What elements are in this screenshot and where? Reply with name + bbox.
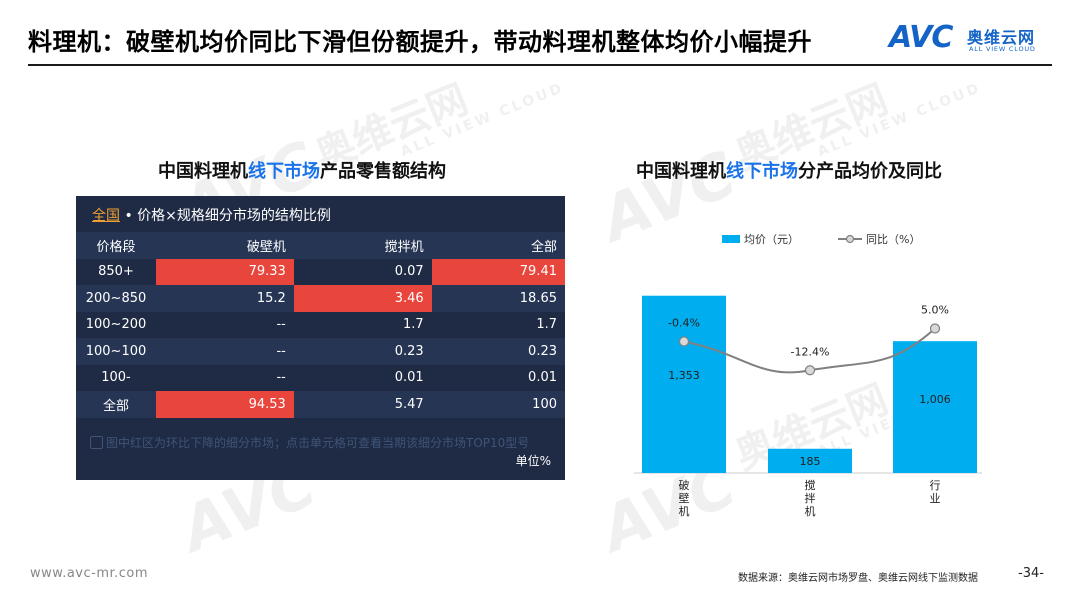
table-cell[interactable]: 0.23 bbox=[431, 338, 565, 365]
bar bbox=[768, 448, 852, 473]
yoy-point bbox=[804, 365, 816, 376]
watermark-subtext: ALL VIEW CLOUD bbox=[398, 79, 567, 161]
table-row: 全部 94.53 5.47 100 bbox=[76, 391, 565, 418]
table-section-title-highlight: 线下市场 bbox=[248, 161, 320, 182]
x-tick-label: 行 bbox=[930, 479, 941, 492]
x-tick-label: 业 bbox=[930, 492, 941, 505]
table-section-title: 中国料理机线下市场产品零售额结构 bbox=[158, 157, 446, 183]
table-cell[interactable]: 0.07 bbox=[293, 258, 432, 285]
brand-logo-mark: AVC bbox=[889, 20, 953, 55]
table-cell[interactable]: 5.47 bbox=[293, 391, 432, 418]
chart-section-title-highlight: 线下市场 bbox=[726, 161, 798, 182]
table-row: 100~100 -- 0.23 0.23 bbox=[76, 338, 565, 365]
table-cell[interactable]: 18.65 bbox=[431, 285, 565, 312]
table-cell[interactable]: 0.23 bbox=[293, 338, 432, 365]
yoy-point bbox=[929, 323, 941, 334]
legend-swatch-avg-price bbox=[722, 235, 740, 243]
legend-label-yoy: 同比（%） bbox=[866, 233, 920, 246]
brand-logo-tagline: ALL VIEW CLOUD bbox=[969, 45, 1036, 53]
yoy-value-label: 5.0% bbox=[921, 304, 949, 317]
table-row: 200~850 15.2 3.46 18.65 bbox=[76, 285, 565, 312]
bar-value-label: 185 bbox=[800, 455, 821, 468]
structure-table-card: 全国 • 价格×规格细分市场的结构比例 价格段 破壁机 搅拌机 全部 850+ … bbox=[76, 196, 565, 480]
bar bbox=[893, 341, 977, 473]
yoy-value-label: -0.4% bbox=[668, 316, 700, 329]
chart-section-title: 中国料理机线下市场分产品均价及同比 bbox=[636, 157, 942, 183]
table-card-header: 全国 • 价格×规格细分市场的结构比例 bbox=[76, 196, 565, 232]
table-cell[interactable]: 94.53 bbox=[156, 391, 294, 418]
yoy-point bbox=[678, 336, 690, 347]
x-tick-label: 机 bbox=[805, 504, 816, 518]
page-number: -34- bbox=[1018, 566, 1044, 581]
legend-marker-yoy bbox=[845, 234, 855, 244]
watermark-subtext: ALL VIEW CLOUD bbox=[815, 79, 984, 161]
bar-value-label: 1,353 bbox=[668, 369, 700, 382]
table-cell[interactable]: 79.41 bbox=[431, 258, 565, 285]
table-cell[interactable]: 0.01 bbox=[293, 364, 432, 391]
table-cell[interactable]: 0.01 bbox=[431, 364, 565, 391]
table-cell[interactable]: 100 bbox=[431, 391, 565, 418]
bar bbox=[642, 295, 726, 473]
x-tick-label: 壁 bbox=[679, 491, 690, 505]
table-cell[interactable]: 15.2 bbox=[156, 285, 294, 312]
note-icon bbox=[90, 436, 103, 449]
footer-url: www.avc-mr.com bbox=[30, 566, 149, 581]
table-section-title-suffix: 产品零售额结构 bbox=[320, 161, 446, 182]
table-cell[interactable]: 1.7 bbox=[293, 311, 432, 338]
chart-section-title-prefix: 中国料理机 bbox=[636, 161, 726, 182]
table-cell[interactable]: 1.7 bbox=[431, 311, 565, 338]
bar-value-label: 1,006 bbox=[919, 393, 951, 406]
table-cell[interactable]: 3.46 bbox=[293, 285, 432, 312]
table-cell-price-band: 200~850 bbox=[76, 285, 156, 312]
table-cell[interactable]: -- bbox=[156, 311, 294, 338]
table-note-text: 图中红区为环比下降的细分市场；点击单元格可查看当期该细分市场TOP10型号 bbox=[106, 436, 530, 450]
table-cell-price-band: 全部 bbox=[76, 391, 156, 418]
table-row: 100~200 -- 1.7 1.7 bbox=[76, 311, 565, 338]
table-cell[interactable]: -- bbox=[156, 338, 294, 365]
table-cell[interactable]: 79.33 bbox=[156, 258, 294, 285]
table-row: 850+ 79.33 0.07 79.41 bbox=[76, 258, 565, 285]
x-tick-label: 机 bbox=[679, 504, 690, 518]
table-row: 100- -- 0.01 0.01 bbox=[76, 364, 565, 391]
x-tick-label: 拌 bbox=[805, 491, 816, 505]
table-card-header-text: • 价格×规格细分市场的结构比例 bbox=[120, 208, 331, 224]
avg-price-chart: 均价（元） 同比（%）1,3531851,006破壁机搅拌机行业-0.4%-12.… bbox=[634, 233, 982, 518]
column-header-blender: 破壁机 bbox=[156, 232, 294, 259]
legend-label-avg-price: 均价（元） bbox=[744, 233, 799, 246]
table-header-row: 价格段 破壁机 搅拌机 全部 bbox=[76, 232, 565, 259]
brand-logo: AVC 奥维云网 ALL VIEW CLOUD bbox=[889, 20, 1059, 60]
table-unit-label: 单位% bbox=[515, 454, 551, 468]
title-divider bbox=[28, 64, 1052, 66]
chart-section-title-suffix: 分产品均价及同比 bbox=[798, 161, 942, 182]
table-cell-price-band: 100- bbox=[76, 364, 156, 391]
table-cell-price-band: 100~100 bbox=[76, 338, 156, 365]
column-header-total: 全部 bbox=[431, 232, 565, 259]
data-source-note: 数据来源：奥维云网市场罗盘、奥维云网线下监测数据 bbox=[738, 573, 978, 584]
page-title: 料理机：破壁机均价同比下滑但份额提升，带动料理机整体均价小幅提升 bbox=[28, 28, 812, 56]
table-cell[interactable]: -- bbox=[156, 364, 294, 391]
table-cell-price-band: 100~200 bbox=[76, 311, 156, 338]
table-note: 图中红区为环比下降的细分市场；点击单元格可查看当期该细分市场TOP10型号 bbox=[90, 436, 560, 451]
x-tick-label: 搅 bbox=[805, 478, 816, 492]
brand-logo-name: 奥维云网 bbox=[967, 28, 1036, 47]
table-cell-price-band: 850+ bbox=[76, 258, 156, 285]
column-header-mixer: 搅拌机 bbox=[293, 232, 432, 259]
region-scope-link[interactable]: 全国 bbox=[92, 208, 120, 224]
column-header-price-band: 价格段 bbox=[76, 232, 156, 259]
x-tick-label: 破 bbox=[679, 478, 690, 492]
structure-table: 价格段 破壁机 搅拌机 全部 850+ 79.33 0.07 79.41 200… bbox=[76, 232, 565, 418]
yoy-value-label: -12.4% bbox=[791, 345, 830, 358]
table-section-title-prefix: 中国料理机 bbox=[158, 161, 248, 182]
